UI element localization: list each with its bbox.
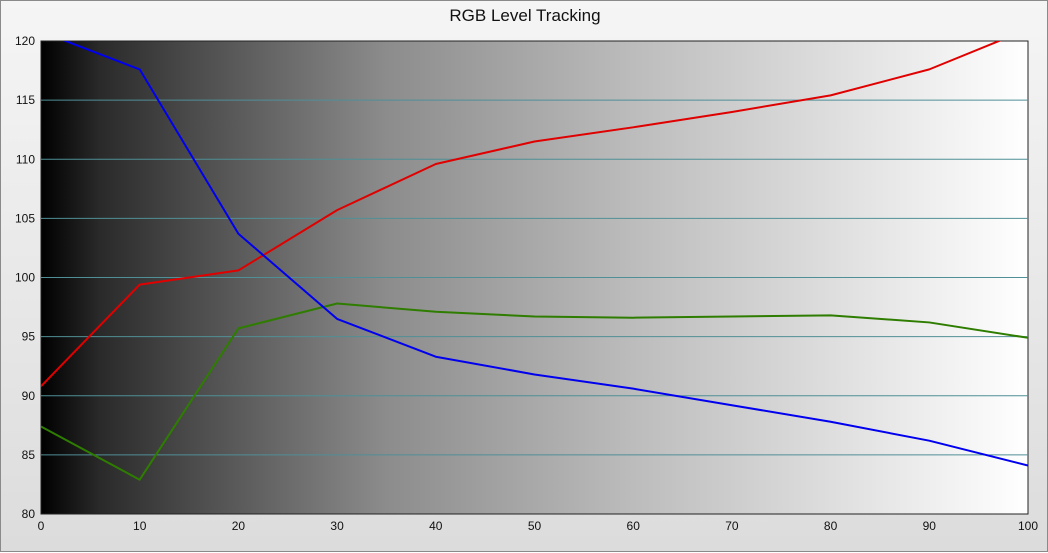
x-tick-label: 10 [133,519,147,533]
series-line-0 [41,41,1002,387]
y-tick-label: 115 [16,93,35,107]
x-tick-label: 80 [824,519,838,533]
x-tick-label: 70 [725,519,739,533]
x-tick-label: 90 [923,519,937,533]
series-line-2 [62,41,1028,467]
y-tick-label: 85 [22,448,36,462]
y-tick-label: 80 [22,507,36,521]
x-tick-label: 100 [1018,519,1038,533]
x-tick-label: 30 [330,519,344,533]
x-tick-label: 60 [627,519,641,533]
x-tick-label: 40 [429,519,443,533]
y-tick-label: 100 [15,271,35,285]
y-tick-label: 120 [15,34,35,48]
y-tick-label: 110 [16,152,35,166]
gridlines [41,99,1028,456]
chart-title: RGB Level Tracking [449,6,600,25]
x-tick-label: 50 [528,519,542,533]
y-axis: 80 85 90 95 100 105 110 115 120 [15,34,35,521]
y-tick-label: 90 [22,389,36,403]
y-tick-label: 105 [15,211,35,225]
y-tick-label: 95 [22,330,36,344]
series-lines [41,41,1028,481]
x-tick-label: 20 [232,519,246,533]
x-tick-label: 0 [38,519,45,533]
series-line-1 [41,302,1028,481]
x-axis: 0 10 20 30 40 50 60 70 80 90 100 [38,519,1039,533]
